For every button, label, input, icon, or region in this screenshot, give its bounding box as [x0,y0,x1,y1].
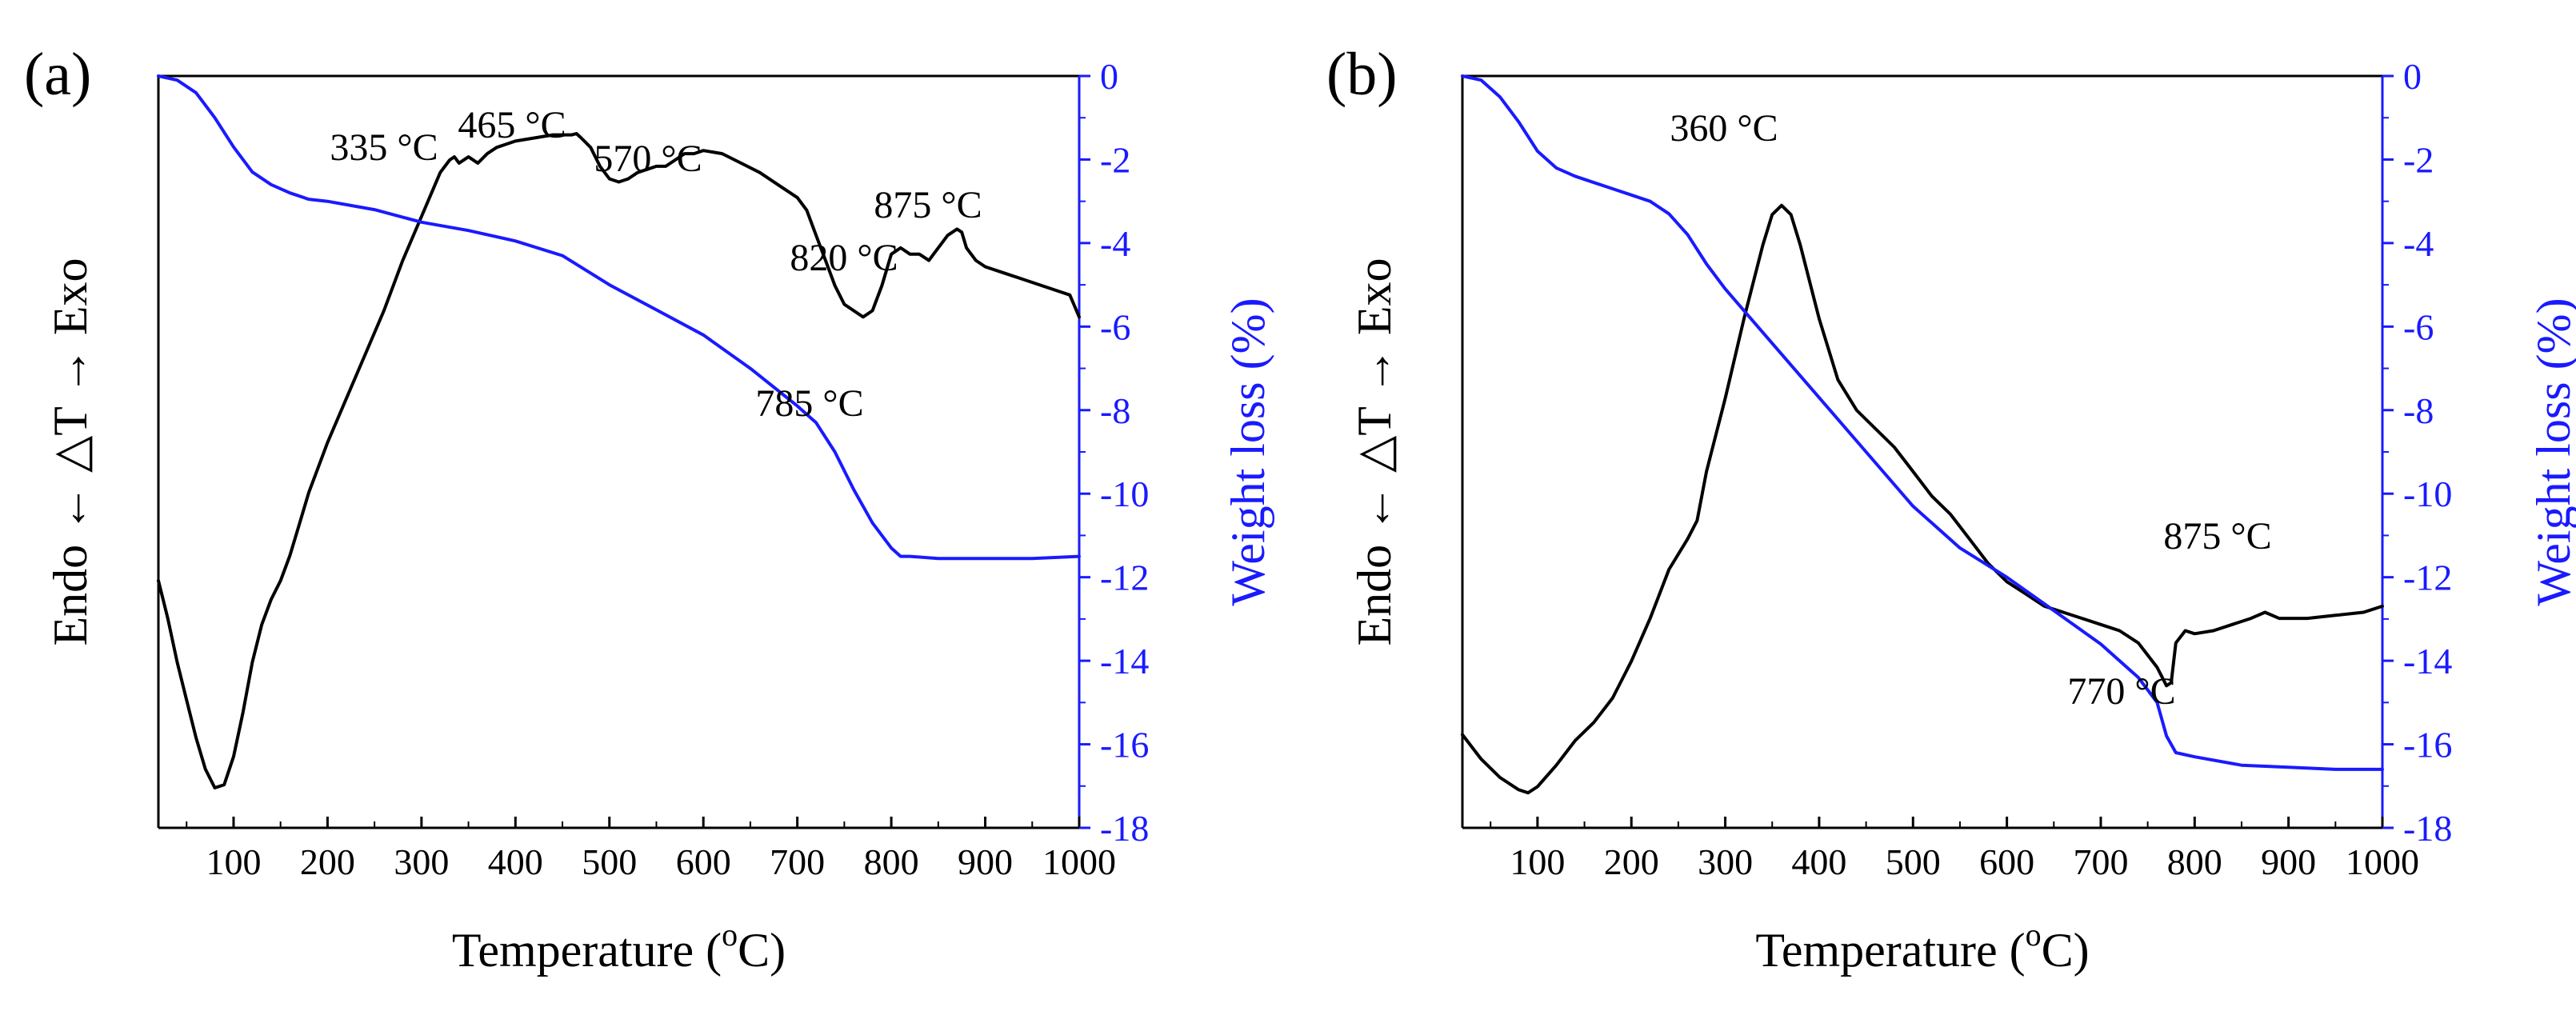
right-y-tick-label: -10 [2403,474,2452,514]
right-y-tick-label: -4 [2403,223,2434,264]
x-axis-label-unit: C) [2042,924,2090,977]
right-y-tick-label: -6 [2403,306,2434,347]
x-tick-label: 800 [2167,841,2222,882]
x-tick-label: 1000 [2346,841,2419,882]
right-y-tick-label: -12 [1100,557,1149,598]
right-y-tick-label: -12 [2403,557,2452,598]
x-tick-label: 100 [1510,841,1565,882]
x-axis-label: Temperature (oC) [452,917,786,977]
right-y-tick-label: -2 [2403,139,2434,180]
x-tick-label: 200 [1604,841,1659,882]
right-y-tick-label: -18 [1100,808,1149,849]
left-y-axis-label: Endo ← △T → Exo [44,258,97,645]
right-y-tick-label: -2 [1100,139,1130,180]
x-tick-label: 500 [1886,841,1941,882]
peak-annotation: 770 °C [2067,670,2175,713]
peak-annotation: 875 °C [2163,515,2271,557]
x-tick-label: 300 [394,841,449,882]
x-tick-label: 800 [864,841,919,882]
peak-annotation: 335 °C [330,126,438,169]
right-y-tick-label: -8 [2403,390,2434,431]
chart-panel-a: 100 200 300 400 500 600 700 800 900 1000 0 -2 -4 -6 -8… [24,41,1274,977]
x-axis-label-main: Temperature ( [452,924,722,977]
right-y-axis-label: Weight loss (%) [1222,298,1274,605]
right-y-tick-label: -16 [1100,725,1149,765]
x-tick-label: 400 [488,841,543,882]
panel-label: (b) [1326,41,1398,108]
x-tick-label: 900 [958,841,1013,882]
right-y-tick-label: -18 [2403,808,2452,849]
x-tick-label: 500 [582,841,637,882]
peak-annotation: 465 °C [458,104,566,146]
x-tick-label: 700 [2073,841,2128,882]
peak-annotation: 785 °C [755,382,863,425]
right-y-tick-label: 0 [2403,56,2422,97]
dta-heat-flow-line [157,132,1081,789]
right-y-tick-label: 0 [1100,56,1118,97]
right-y-tick-label: -8 [1100,390,1130,431]
tga-weight-loss-line [1461,74,2384,771]
x-tick-label: 600 [1979,841,2034,882]
x-tick-label: 900 [2261,841,2316,882]
x-axis-label-degree: o [722,917,738,953]
right-y-tick-label: -14 [1100,641,1149,681]
x-axis-label: Temperature (oC) [1755,917,2089,977]
x-tick-label: 700 [770,841,825,882]
right-y-tick-label: -4 [1100,223,1130,264]
right-y-tick-label: -6 [1100,306,1130,347]
x-tick-label: 600 [676,841,731,882]
x-tick-label: 1000 [1042,841,1116,882]
right-y-tick-label: -14 [2403,641,2452,681]
peak-annotation: 875 °C [874,184,982,226]
chart-panel-b: 100 200 300 400 500 600 700 800 900 1000 0 -2 -4 -6 -8… [1326,41,2576,977]
right-y-tick-label: -16 [2403,725,2452,765]
dta-heat-flow-line [1461,203,2384,795]
peak-annotation: 360 °C [1670,107,1778,150]
x-tick-label: 300 [1698,841,1753,882]
peak-annotation: 570 °C [594,138,702,180]
x-tick-label: 400 [1791,841,1846,882]
tga-weight-loss-line [157,74,1081,561]
x-tick-label: 200 [300,841,355,882]
x-axis-label-unit: C) [738,924,786,977]
left-y-axis-label: Endo ← △T → Exo [1348,258,1401,645]
right-y-axis-label: Weight loss (%) [2527,298,2576,605]
x-tick-label: 100 [206,841,261,882]
x-axis-label-degree: o [2026,917,2042,953]
peak-annotation: 820 °C [790,237,898,279]
panel-label: (a) [24,41,91,108]
x-axis-label-main: Temperature ( [1755,924,2025,977]
right-y-tick-label: -10 [1100,474,1149,514]
